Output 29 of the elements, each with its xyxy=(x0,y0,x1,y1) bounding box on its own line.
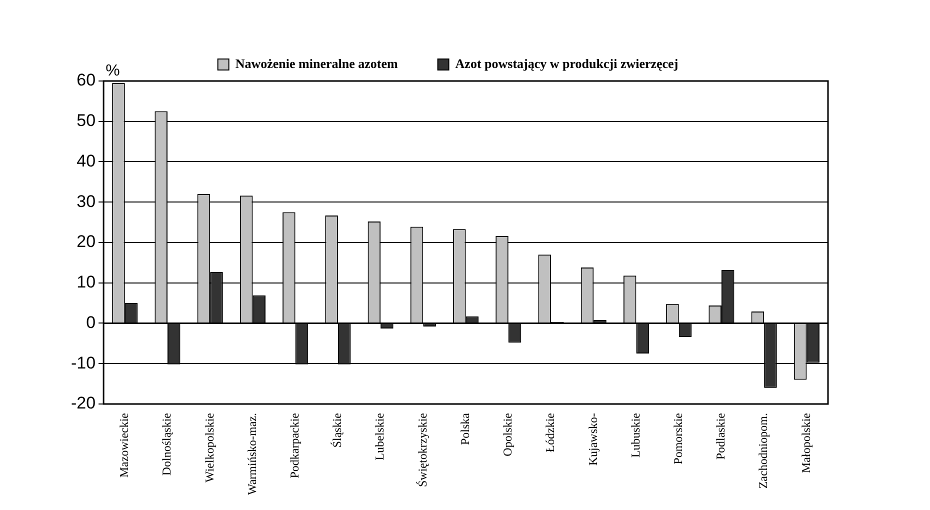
x-tick-label: Lubuskie xyxy=(628,412,642,458)
y-tick-label: 30 xyxy=(76,192,96,211)
y-tick-label: 40 xyxy=(76,151,96,170)
x-tick-label: Wielkopolskie xyxy=(202,412,216,483)
y-tick-label: 50 xyxy=(76,111,96,130)
x-tick-label: Kujawsko- xyxy=(586,412,600,466)
y-tick-label: -10 xyxy=(70,353,96,372)
x-tick-label: Łódzkie xyxy=(543,412,558,452)
x-tick-label: Podlaskie xyxy=(714,412,728,460)
x-tick-label: Zachodniopom. xyxy=(756,412,770,489)
x-tick-label: Mazowieckie xyxy=(117,412,132,478)
x-tick-label: Pomorskie xyxy=(671,412,686,464)
legend-label: Nawożenie mineralne azotem xyxy=(235,56,398,71)
x-tick-label: Opolskie xyxy=(500,412,515,456)
x-tick-label: Dolnośląskie xyxy=(160,412,174,476)
y-tick-label: 20 xyxy=(76,232,96,252)
x-tick-label: Śląskie xyxy=(330,412,344,448)
y-tick-label: -20 xyxy=(70,394,96,413)
x-tick-label: Świętokrzyskie xyxy=(415,412,430,487)
y-axis-title: % xyxy=(106,62,120,80)
y-tick-label: 60 xyxy=(76,70,96,90)
x-tick-label: Lubelskie xyxy=(372,412,387,460)
legend-label: Azot powstający w produkcji zwierzęcej xyxy=(455,56,678,71)
x-tick-label: Polska xyxy=(458,412,472,446)
x-tick-label: Warmińsko-maz. xyxy=(244,412,259,496)
y-tick-label: 0 xyxy=(86,312,96,332)
x-tick-label: Małopolskie xyxy=(798,412,813,473)
y-tick-label: 10 xyxy=(76,272,96,292)
x-tick-label: Podkarpackie xyxy=(287,412,302,478)
